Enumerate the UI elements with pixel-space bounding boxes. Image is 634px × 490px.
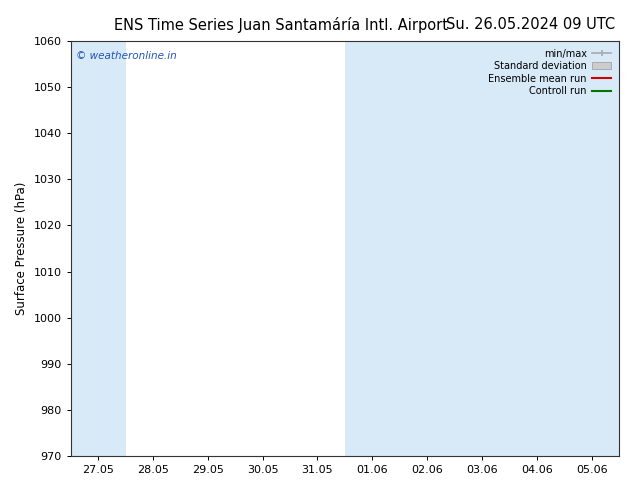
Text: Su. 26.05.2024 09 UTC: Su. 26.05.2024 09 UTC [446, 17, 615, 32]
Legend: min/max, Standard deviation, Ensemble mean run, Controll run: min/max, Standard deviation, Ensemble me… [486, 46, 614, 99]
Text: ENS Time Series Juan Santamáría Intl. Airport: ENS Time Series Juan Santamáría Intl. Ai… [114, 17, 448, 33]
Bar [345, 41, 509, 456]
Bar [71, 41, 126, 456]
Text: © weatheronline.in: © weatheronline.in [76, 51, 177, 61]
Y-axis label: Surface Pressure (hPa): Surface Pressure (hPa) [15, 182, 28, 315]
Bar [509, 41, 619, 456]
